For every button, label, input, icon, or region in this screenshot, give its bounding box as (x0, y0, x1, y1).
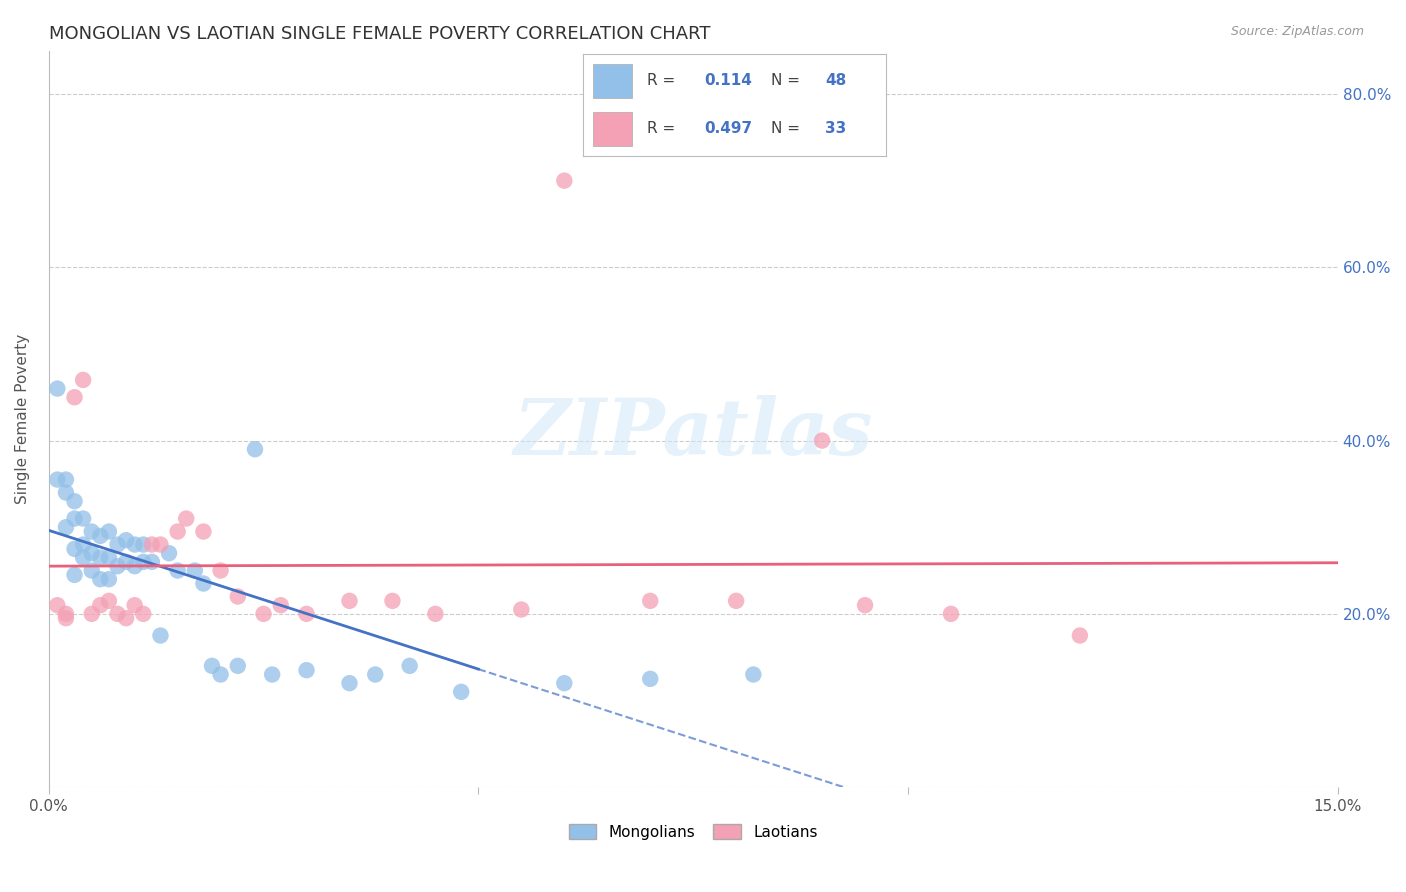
Bar (592, 112, 631, 145)
Point (725, 594, 748, 608)
Text: 0.114: 0.114 (704, 73, 752, 88)
Point (124, 559, 146, 574)
Point (141, 537, 163, 551)
Point (149, 628, 172, 642)
Point (72, 511, 94, 525)
Point (63, 494, 86, 508)
Point (55, 520, 77, 534)
Point (55, 611, 77, 625)
Point (209, 564, 232, 578)
Bar (592, 64, 631, 97)
Point (295, 607, 318, 621)
Point (107, 537, 129, 551)
Point (80, 546, 103, 560)
Point (226, 590, 249, 604)
Text: 33: 33 (825, 121, 846, 136)
Point (55, 607, 77, 621)
Point (157, 546, 180, 560)
Text: 48: 48 (825, 73, 846, 88)
Point (72, 537, 94, 551)
Point (80, 564, 103, 578)
Point (201, 658, 224, 673)
Text: 0.497: 0.497 (704, 121, 752, 136)
Point (252, 607, 274, 621)
Point (638, 672, 661, 686)
Point (132, 607, 155, 621)
Point (46, 598, 69, 612)
Point (89, 598, 111, 612)
Point (553, 676, 575, 690)
Point (262, 667, 284, 681)
Point (193, 524, 215, 539)
Point (55, 485, 77, 500)
Point (124, 598, 146, 612)
Point (89, 572, 111, 586)
Point (63, 511, 86, 525)
Point (425, 607, 447, 621)
Point (72, 550, 94, 565)
Point (939, 607, 962, 621)
Point (89, 550, 111, 565)
Point (295, 663, 318, 677)
Point (63, 567, 86, 582)
Point (226, 658, 249, 673)
Point (80, 524, 103, 539)
Text: R =: R = (647, 73, 675, 88)
Point (166, 564, 188, 578)
Point (97, 550, 120, 565)
Point (1069, 628, 1091, 642)
Text: MONGOLIAN VS LAOTIAN SINGLE FEMALE POVERTY CORRELATION CHART: MONGOLIAN VS LAOTIAN SINGLE FEMALE POVER… (49, 25, 710, 43)
Point (270, 598, 292, 612)
Point (184, 564, 207, 578)
Point (46, 382, 69, 396)
Point (339, 594, 361, 608)
Point (132, 555, 155, 569)
Point (209, 667, 232, 681)
Point (553, 174, 575, 188)
Point (339, 676, 361, 690)
Point (174, 511, 197, 525)
Text: N =: N = (770, 73, 800, 88)
Point (115, 611, 138, 625)
Point (853, 598, 876, 612)
Point (510, 602, 533, 616)
Point (115, 555, 138, 569)
Point (132, 537, 155, 551)
Y-axis label: Single Female Poverty: Single Female Poverty (15, 334, 30, 504)
Point (811, 434, 834, 448)
Point (46, 473, 69, 487)
Point (72, 373, 94, 387)
Text: R =: R = (647, 121, 675, 136)
Point (63, 541, 86, 556)
Legend: Mongolians, Laotians: Mongolians, Laotians (562, 818, 824, 846)
Text: ZIPatlas: ZIPatlas (513, 395, 873, 472)
Point (115, 533, 138, 548)
Point (243, 442, 266, 457)
Point (80, 607, 103, 621)
Point (141, 555, 163, 569)
Point (63, 390, 86, 404)
Point (107, 559, 129, 574)
Point (638, 594, 661, 608)
Text: Source: ZipAtlas.com: Source: ZipAtlas.com (1230, 25, 1364, 38)
Point (364, 667, 387, 681)
Point (450, 685, 472, 699)
Point (742, 667, 765, 681)
Point (55, 473, 77, 487)
Point (124, 537, 146, 551)
Text: N =: N = (770, 121, 800, 136)
Point (97, 524, 120, 539)
Point (89, 529, 111, 543)
Point (381, 594, 404, 608)
Point (107, 607, 129, 621)
Point (97, 572, 120, 586)
Point (398, 658, 420, 673)
Point (149, 537, 172, 551)
Point (166, 524, 188, 539)
Point (97, 594, 120, 608)
Point (193, 576, 215, 591)
